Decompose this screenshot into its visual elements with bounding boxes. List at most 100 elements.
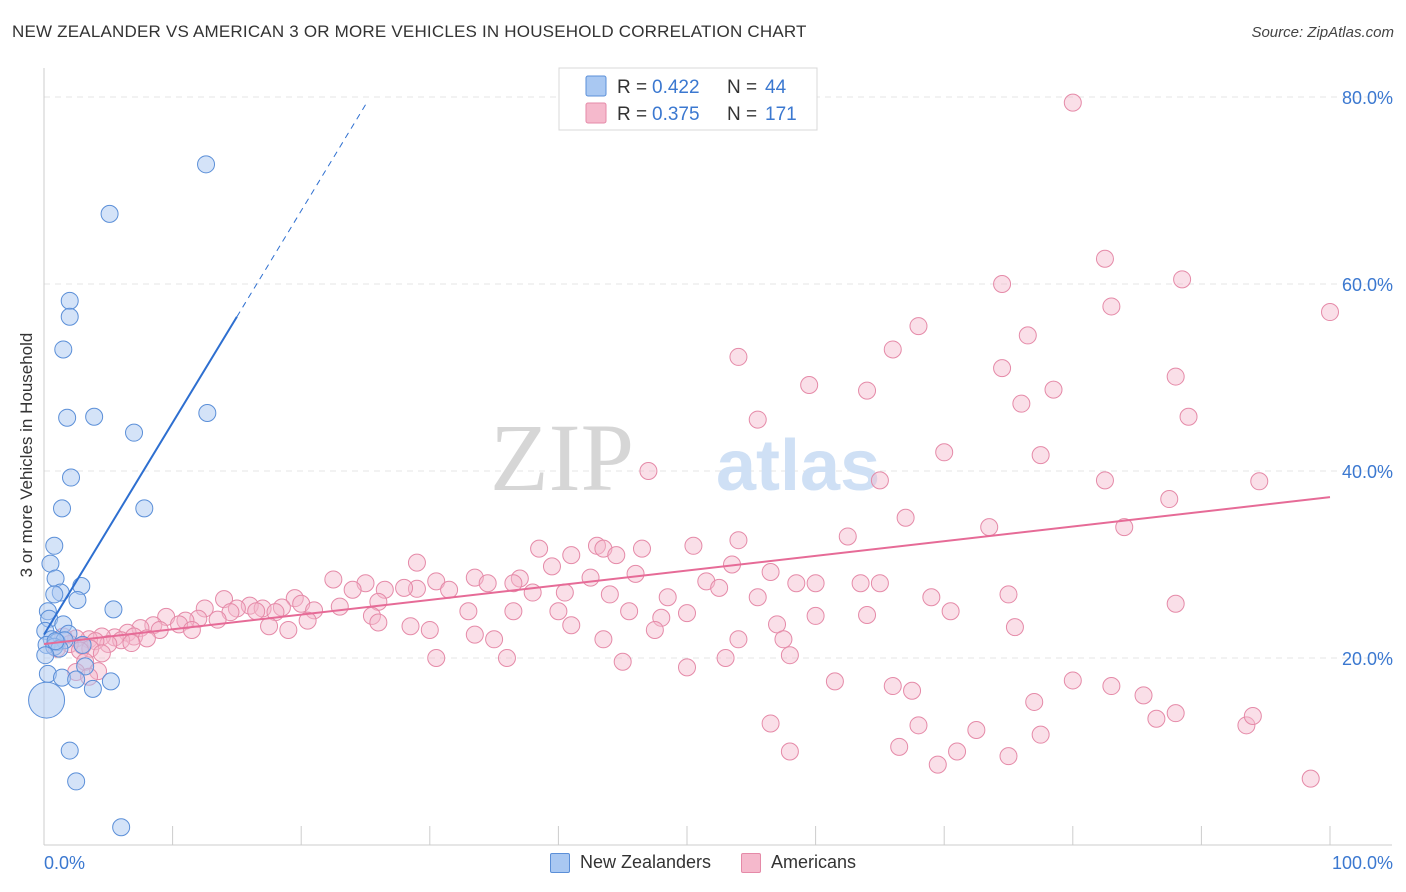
data-point-americans [122, 634, 141, 653]
stats-legend: R = 0.422 N = 44 R = 0.375 N = 171 [558, 67, 818, 131]
data-point-americans [594, 630, 613, 649]
data-point-americans [935, 443, 954, 462]
data-point-new-zealanders [60, 291, 79, 310]
data-point-americans [1237, 716, 1256, 735]
stats-n-value-pink: 171 [765, 104, 797, 125]
stats-r-label-pink: R = [617, 104, 647, 125]
data-point-americans [851, 574, 870, 593]
trend-line-new-zealanders [43, 316, 238, 636]
data-point-americans [1115, 518, 1134, 537]
data-point-new-zealanders [60, 741, 79, 760]
data-point-americans [838, 527, 857, 546]
data-point-americans [1031, 446, 1050, 465]
data-point-americans [684, 536, 703, 555]
data-point-americans [645, 620, 664, 639]
data-point-americans [562, 546, 581, 565]
data-point-americans [1044, 380, 1063, 399]
data-point-new-zealanders [67, 670, 86, 689]
data-point-new-zealanders [104, 600, 123, 619]
data-point-americans [710, 578, 729, 597]
data-point-americans [870, 471, 889, 490]
data-point-new-zealanders [58, 408, 77, 427]
data-point-new-zealanders [67, 772, 86, 791]
data-point-americans [678, 658, 696, 677]
data-point-americans [427, 572, 446, 591]
data-point-americans [1166, 704, 1185, 723]
data-point-americans [729, 531, 748, 550]
data-point-americans [980, 518, 999, 537]
data-point-americans [298, 611, 317, 630]
data-point-americans [504, 574, 523, 593]
data-point-americans [407, 579, 426, 598]
data-point-americans [1102, 677, 1121, 696]
data-point-americans [1147, 709, 1166, 728]
data-point-americans [858, 605, 877, 624]
data-point-new-zealanders [68, 591, 87, 610]
data-point-new-zealanders [112, 818, 131, 837]
data-point-americans [607, 546, 626, 565]
data-point-new-zealanders [76, 657, 95, 676]
legend-label-americans: Americans [771, 852, 857, 872]
data-point-americans [948, 742, 967, 761]
data-point-new-zealanders [197, 155, 216, 174]
stats-n-label-pink: N = [727, 104, 757, 125]
data-point-new-zealanders [125, 423, 144, 442]
data-point-americans [678, 604, 696, 623]
data-point-americans [581, 568, 600, 587]
data-point-americans [883, 677, 902, 696]
x-tick-label: 0.0% [44, 853, 85, 873]
data-point-americans [999, 747, 1018, 766]
data-point-new-zealanders [62, 468, 81, 487]
data-point-americans [716, 649, 735, 667]
data-point-americans [440, 580, 459, 599]
data-point-americans [465, 625, 484, 644]
data-point-americans [1102, 297, 1121, 316]
series-new-zealanders-points [28, 155, 217, 837]
data-point-new-zealanders [135, 499, 154, 518]
data-point-americans [1095, 249, 1114, 268]
data-point-americans [909, 716, 928, 735]
data-point-americans [999, 585, 1018, 604]
data-point-americans [626, 564, 645, 583]
data-point-americans [247, 602, 266, 621]
data-point-americans [748, 410, 767, 429]
data-point-americans [555, 583, 574, 602]
data-point-americans [780, 646, 799, 665]
data-point-americans [369, 613, 388, 632]
data-point-americans [1025, 692, 1044, 711]
data-point-americans [909, 317, 928, 336]
data-point-new-zealanders [83, 679, 102, 698]
y-axis-title: 3 or more Vehicles in Household [17, 332, 36, 578]
data-point-americans [195, 599, 214, 618]
data-point-americans [870, 574, 889, 593]
stats-legend-swatch-pink [585, 102, 607, 124]
data-point-americans [993, 359, 1012, 378]
y-tick-labels: 20.0% 40.0% 60.0% 80.0% [1342, 88, 1393, 669]
data-point-americans [497, 649, 516, 667]
data-point-americans [993, 275, 1012, 293]
data-point-americans [896, 508, 915, 527]
data-point-americans [761, 562, 780, 581]
x-tick-label: 100.0% [1332, 853, 1393, 873]
data-point-americans [928, 755, 947, 774]
data-point-americans [761, 714, 780, 733]
data-point-americans [780, 742, 799, 761]
data-point-americans [1321, 303, 1339, 322]
axes [43, 68, 1392, 846]
data-point-americans [632, 539, 651, 558]
data-point-new-zealanders [198, 404, 217, 423]
data-point-americans [890, 737, 909, 756]
data-point-americans [1166, 367, 1185, 386]
data-point-new-zealanders [36, 646, 55, 665]
data-point-americans [420, 620, 439, 639]
data-point-new-zealanders [41, 554, 60, 573]
data-point-americans [324, 570, 343, 589]
data-point-americans [92, 644, 111, 663]
data-point-americans [504, 602, 523, 621]
data-point-new-zealanders [53, 499, 72, 518]
data-point-americans [1301, 769, 1320, 788]
data-point-americans [395, 578, 414, 597]
data-point-americans [806, 574, 825, 593]
data-point-new-zealanders [101, 672, 120, 691]
